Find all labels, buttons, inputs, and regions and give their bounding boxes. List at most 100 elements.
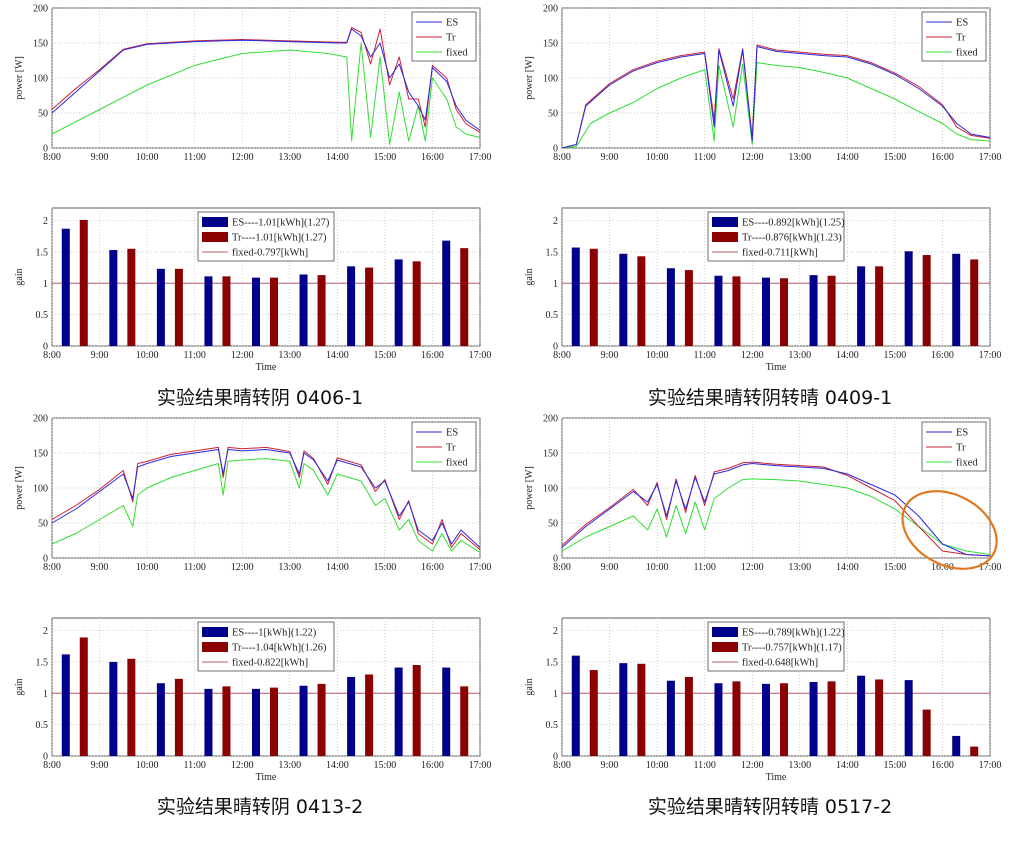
p3-bar-es	[252, 688, 260, 756]
p1-power-xtick-label: 12:00	[231, 152, 254, 163]
p3-power-xtick-label: 15:00	[373, 562, 396, 573]
p3-bar-tr	[79, 637, 88, 756]
p2-power-xtick-label: 12:00	[741, 152, 764, 163]
p1-bar-tr	[79, 219, 88, 346]
p1-series-fixed	[51, 42, 481, 145]
p4-gain-legend-label: Tr----0.757[kWh](1.17)	[742, 643, 842, 654]
p2-bar-tr	[827, 275, 836, 346]
p3-power-chart: 8:00 9:00 10:00 11:00 12:00 13:00 14:00 15:00 16…	[14, 414, 491, 574]
p3-gain-legend-label: fixed-0.822[kWh]	[232, 658, 308, 669]
p4-power-xtick-label: 11:00	[693, 562, 715, 573]
p2-gain-xlabel: Time	[766, 362, 787, 373]
p4-gain-xtick-label: 15:00	[883, 760, 906, 771]
p4-bar-tr	[875, 679, 884, 756]
p2-bar-tr	[875, 266, 884, 346]
p3-gain-xtick-label: 12:00	[231, 760, 254, 771]
p1-gain-legend: ES----1.01[kWh](1.27) Tr----1.01[kWh](1.2…	[197, 211, 335, 262]
p3-bar-tr	[270, 687, 278, 756]
p4-bar-es	[857, 675, 866, 756]
p3-power-xtick-label: 14:00	[326, 562, 349, 573]
p1-bar-es	[61, 228, 70, 346]
p2-bar-es	[809, 275, 818, 346]
p1-bar-tr	[174, 268, 183, 346]
p3-bar-es	[204, 688, 213, 756]
p3-power-ylabel: power [W]	[14, 466, 25, 510]
p4-gain-xlabel: Time	[766, 772, 787, 783]
p2-bar-es	[762, 277, 770, 346]
p3-power-legend-label: ES	[446, 428, 458, 439]
p4-gain-xtick-label: 9:00	[601, 760, 619, 771]
p4-power-xtick-label: 13:00	[788, 562, 811, 573]
p4-bar-es	[714, 683, 723, 756]
p1-caption: 实验结果晴转阴 0406-1	[156, 387, 364, 409]
p2-power-xtick-label: 17:00	[979, 152, 1002, 163]
p3-gain-xlabel: Time	[256, 772, 277, 783]
p1-bar-es	[109, 250, 118, 346]
p2-gain-xtick-label: 14:00	[836, 350, 859, 361]
p1-power-ytick-label: 0	[43, 144, 48, 155]
p3-power-ytick-label: 200	[33, 414, 48, 425]
p1-power-xtick-label: 17:00	[469, 152, 492, 163]
p4-highlight-ellipse	[901, 490, 998, 570]
p4-power-xtick-label: 14:00	[836, 562, 859, 573]
p2-bar-tr	[780, 278, 788, 346]
p3-gain-xtick-label: 13:00	[278, 760, 301, 771]
p1-power-legend-label: fixed	[446, 48, 468, 59]
p4-gain-ytick-label: 0	[553, 752, 558, 763]
p1-gain-legend-label: Tr----1.01[kWh](1.27)	[232, 233, 327, 244]
p1-bar-tr	[270, 277, 278, 346]
p2-gain-legend: ES----0.892[kWh](1.25) Tr----0.876[kWh](1…	[707, 211, 845, 262]
p3-bar-tr	[412, 665, 421, 756]
p1-gain-ytick-label: 2	[43, 216, 48, 227]
p4-gain-xtick-label: 8:00	[553, 760, 571, 771]
p1-power-chart: 8:00 9:00 10:00 11:00 12:00 13:00 14:00 15:00 16…	[14, 4, 492, 164]
p1-gain-legend-label: fixed-0.797[kWh]	[232, 248, 308, 259]
p2-power-ytick-label: 50	[548, 109, 558, 120]
p4-gain-xtick-label: 11:00	[693, 760, 715, 771]
p1-gain-ylabel: gain	[14, 268, 25, 285]
p3-bar-tr	[222, 686, 231, 756]
p3-power-xtick-label: 8:00	[43, 562, 61, 573]
p4-gain-ytick-label: 1.5	[546, 657, 559, 668]
p1-bar-es	[394, 259, 403, 346]
p3-power-legend: ES Tr fixed	[411, 421, 477, 472]
p4-power-xtick-label: 16:00	[931, 562, 954, 573]
p4-bar-es	[952, 735, 961, 756]
p3-series-es	[51, 449, 481, 548]
p3-bar-tr	[317, 683, 326, 756]
p4-power-ytick-label: 150	[543, 449, 558, 460]
p3-gain-legend-swatch	[202, 627, 228, 637]
p1-gain-legend-label: ES----1.01[kWh](1.27)	[232, 218, 330, 229]
p3-bar-tr	[174, 678, 183, 756]
p1-bar-es	[347, 266, 356, 346]
p1-power-xtick-label: 11:00	[183, 152, 205, 163]
p4-power-ytick-label: 50	[548, 519, 558, 530]
p2-gain-ytick-label: 1	[553, 279, 558, 290]
p2-bar-tr	[637, 256, 646, 346]
p3-bar-es	[61, 654, 70, 756]
p4-power-legend-label: fixed	[956, 458, 978, 469]
p2-power-xtick-label: 11:00	[693, 152, 715, 163]
p3-power-legend-label: fixed	[446, 458, 468, 469]
p4-power-xtick-label: 17:00	[979, 562, 1002, 573]
p4-power-ytick-label: 100	[543, 484, 558, 495]
p1-power-ytick-label: 200	[33, 4, 48, 15]
p2-gain-xtick-label: 8:00	[553, 350, 571, 361]
p2-power-chart: 8:00 9:00 10:00 11:00 12:00 13:00 14:00 15:00 16…	[524, 4, 1002, 164]
p3-gain-ytick-label: 1	[43, 689, 48, 700]
p2-gain-ytick-label: 2	[553, 216, 558, 227]
p2-gain-xtick-label: 11:00	[693, 350, 715, 361]
p1-power-ytick-label: 100	[33, 74, 48, 85]
p2-power-legend-label: ES	[956, 18, 968, 29]
p2-bar-tr	[732, 276, 741, 346]
p3-gain-xtick-label: 17:00	[469, 760, 492, 771]
p1-gain-xlabel: Time	[256, 362, 277, 373]
p1-gain-xtick-label: 16:00	[421, 350, 444, 361]
p3-series-fixed	[51, 458, 481, 553]
p1-power-ytick-label: 150	[33, 39, 48, 50]
p2-power-ytick-label: 150	[543, 39, 558, 50]
p1-power-xtick-label: 13:00	[278, 152, 301, 163]
p1-gain-ytick-label: 1.5	[36, 247, 49, 258]
p3-power-ytick-label: 100	[33, 484, 48, 495]
p2-gain-legend-label: fixed-0.711[kWh]	[742, 248, 818, 259]
